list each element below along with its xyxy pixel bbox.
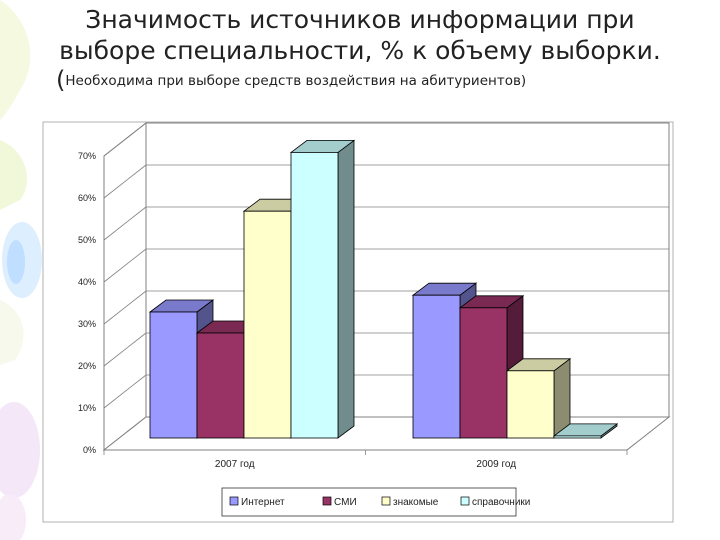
gridline [103, 122, 147, 157]
legend-entry: СМИ [334, 497, 357, 508]
subtitle-text: Необходима при выборе средств воздействи… [65, 73, 527, 89]
bars [148, 139, 619, 439]
legend-entry: справочники [472, 497, 530, 508]
legend-swatch [381, 496, 391, 506]
gridline [103, 248, 147, 283]
x-category-label: 2007 год [215, 459, 255, 470]
gridline [103, 206, 147, 241]
y-tick-label: 30% [78, 319, 96, 329]
bar-front [149, 311, 198, 439]
y-tick-label: 0% [83, 445, 96, 455]
legend-swatch [322, 496, 332, 506]
legend-swatch [460, 496, 470, 506]
slide-subtitle: (Необходима при выборе средств воздейств… [56, 68, 716, 93]
y-tick-label: 70% [78, 151, 96, 161]
bar-front [506, 370, 555, 439]
side-wall [103, 121, 147, 452]
bar-справочники-2007 год [289, 139, 356, 439]
slide-title: Значимость источников информации при выб… [0, 4, 720, 66]
bar-front [459, 307, 508, 439]
legend-swatch [229, 496, 239, 506]
bar-front [290, 151, 339, 439]
bar-front [243, 210, 292, 439]
gridline [103, 332, 147, 367]
legend-entry: Интернет [241, 497, 285, 508]
subtitle-paren: ( [56, 66, 66, 94]
bar-front [196, 332, 245, 439]
x-category-label: 2009 год [476, 459, 516, 470]
y-tick-label: 60% [78, 193, 96, 203]
y-tick-label: 50% [78, 235, 96, 245]
y-tick-label: 20% [78, 361, 96, 371]
legend: Интернет СМИ знакомые справочники [221, 487, 530, 517]
y-tick-label: 10% [78, 403, 96, 413]
y-axis-ticks: 0% 10% 20% 30% 40% 50% 60% 70% [78, 151, 96, 455]
bar-front [412, 294, 461, 439]
bar-front [553, 435, 602, 439]
x-axis-labels: 2007 год 2009 год [215, 459, 516, 470]
legend-entry: знакомые [393, 497, 439, 508]
gridline [103, 374, 147, 409]
title-line-2: выборе специальности, % к объему выборки… [59, 36, 661, 65]
bar-справочники-2009 год [552, 423, 619, 439]
title-line-1: Значимость источников информации при [85, 5, 635, 34]
y-tick-label: 40% [78, 277, 96, 287]
gridline [103, 164, 147, 199]
bar-знакомые-2009 год [505, 357, 572, 439]
gridline [103, 290, 147, 325]
bar-side [337, 139, 355, 439]
